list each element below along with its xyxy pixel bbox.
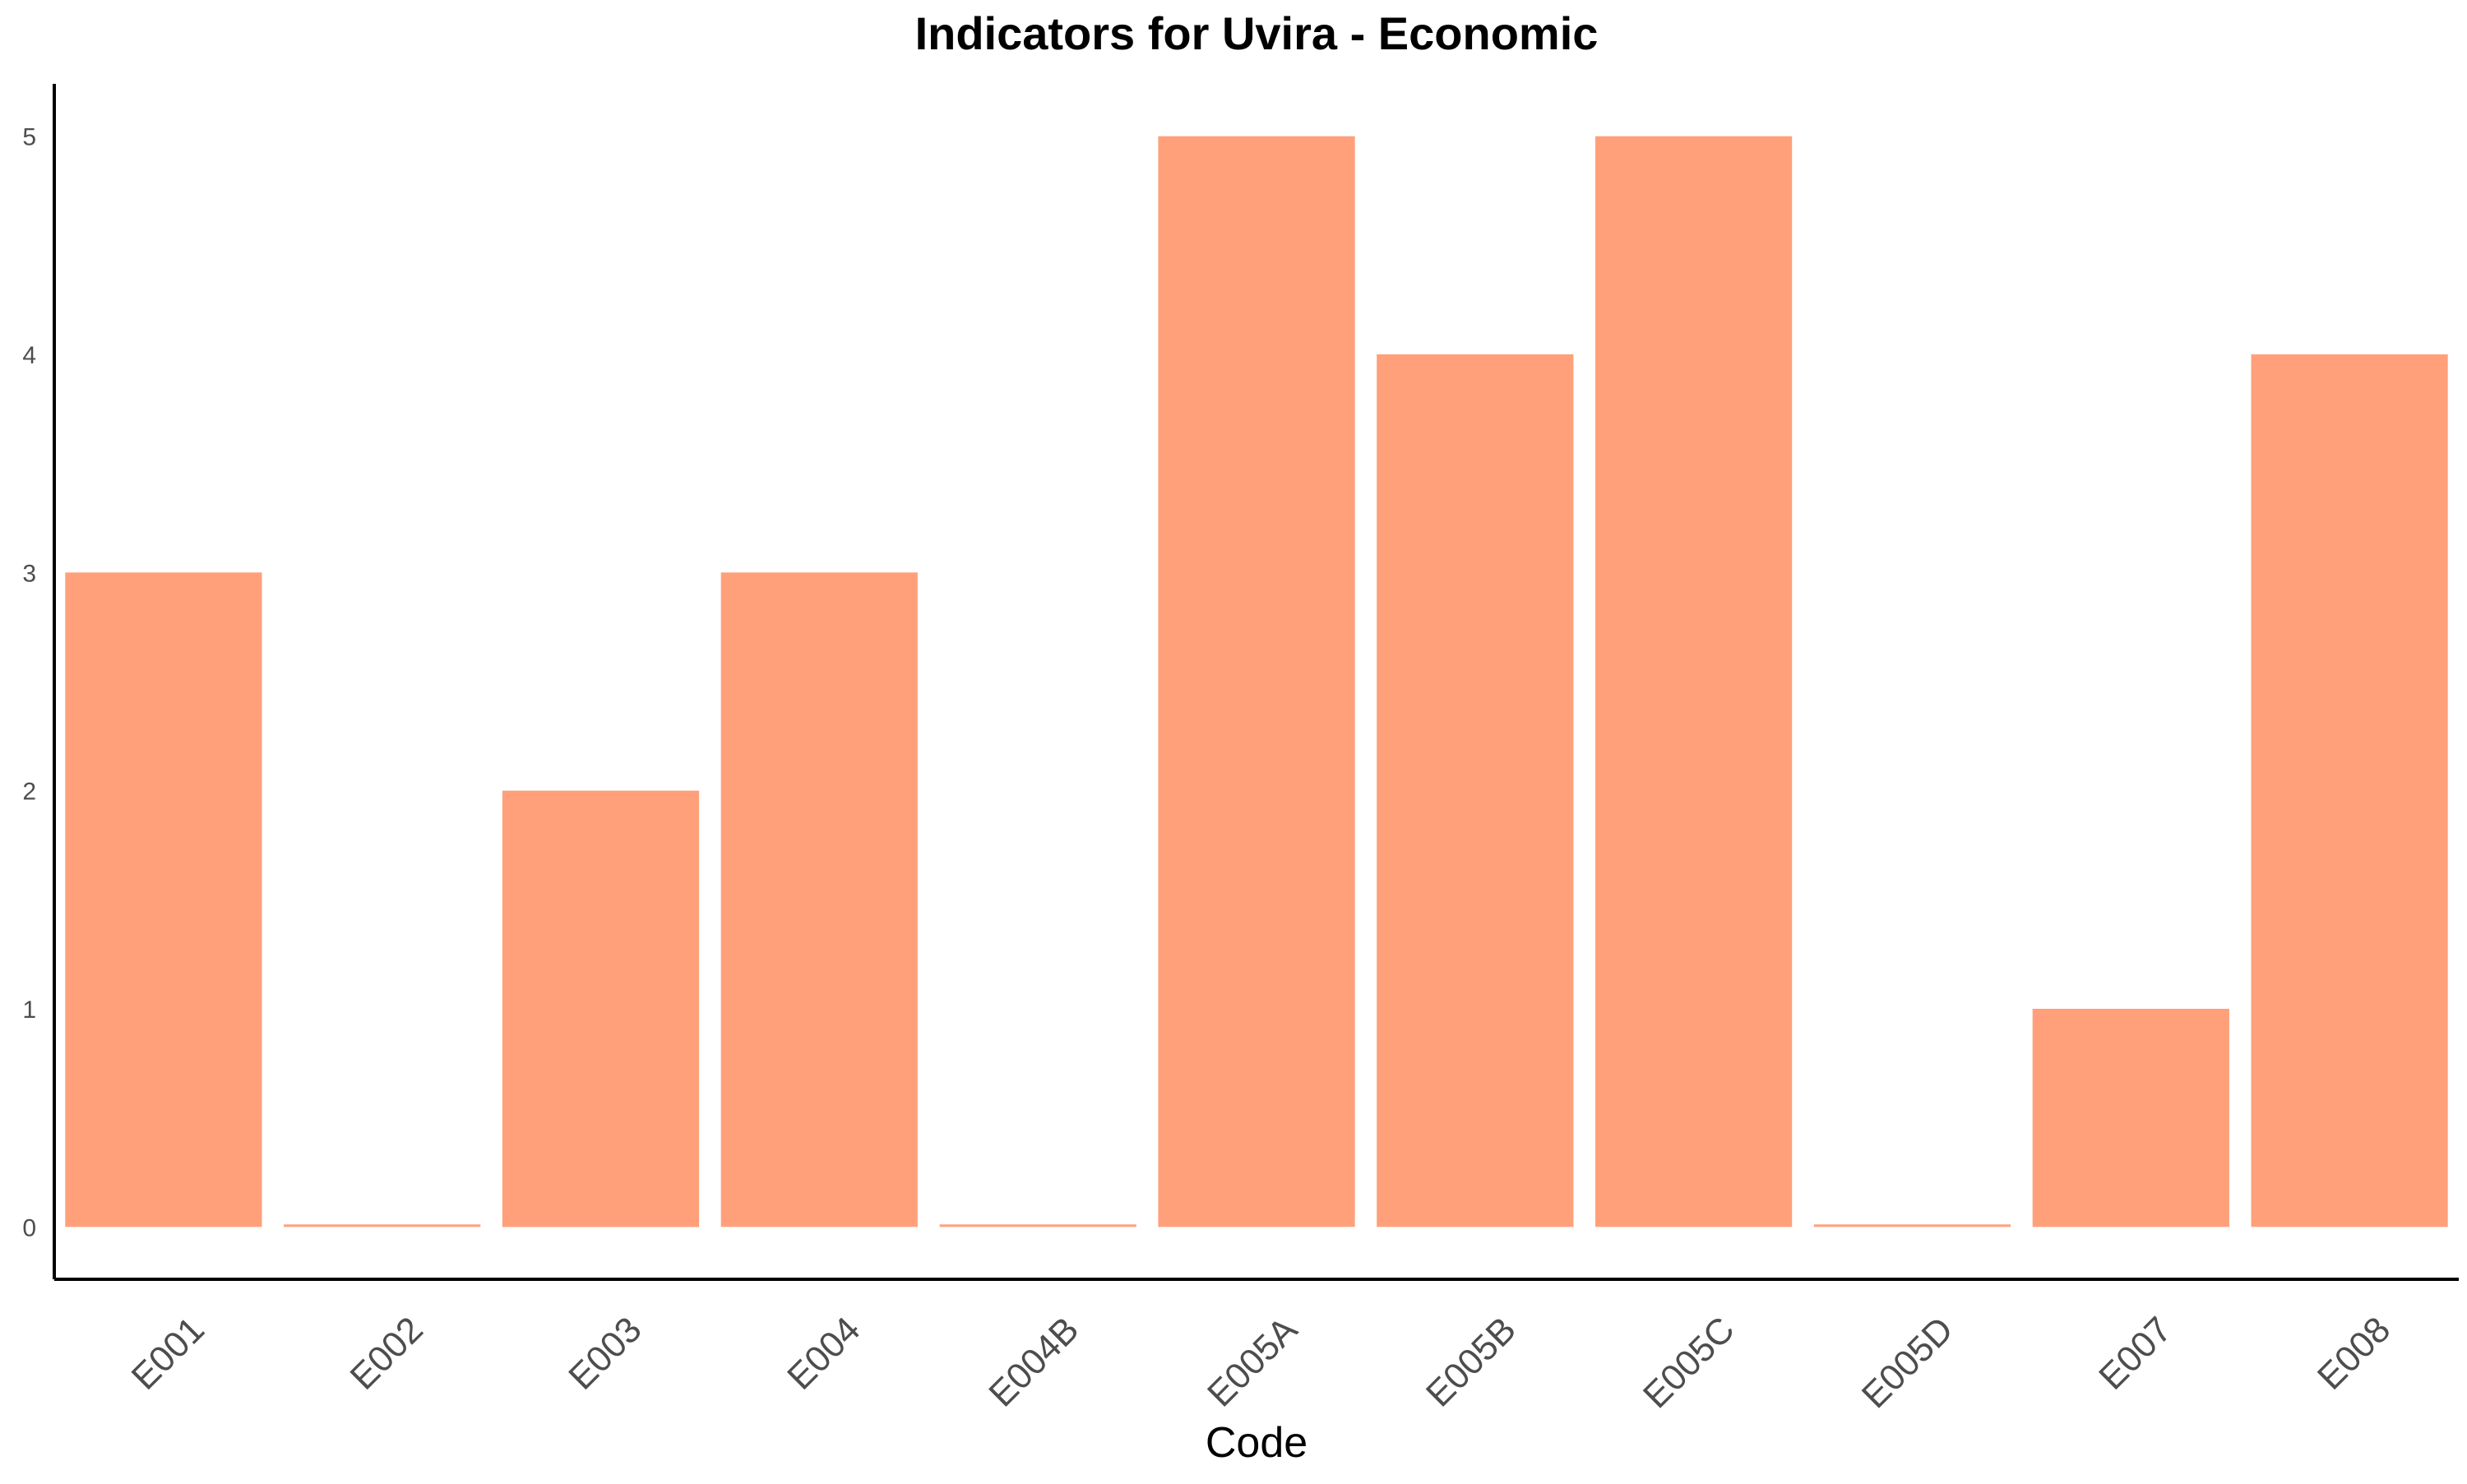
bar-e005c	[1595, 136, 1793, 1227]
y-tick-label: 5	[22, 124, 36, 151]
bar-e002	[284, 1224, 481, 1227]
bar-e005b	[1377, 354, 1574, 1227]
x-ticks-layer: E001 E002 E003 E004 E004B E005A E005B E005C E005…	[124, 1309, 2399, 1416]
bar-e007	[2032, 1009, 2229, 1227]
x-tick-label-e002: E002	[343, 1309, 431, 1397]
bar-e005a	[1158, 136, 1355, 1227]
bar-e005d	[1813, 1224, 2011, 1227]
x-tick-label-e008: E008	[2310, 1309, 2398, 1397]
bar-e004	[720, 572, 918, 1227]
x-tick-label-e001: E001	[124, 1309, 212, 1397]
x-tick-label-e003: E003	[561, 1309, 649, 1397]
bar-e008	[2251, 354, 2448, 1227]
bars-layer	[65, 136, 2448, 1227]
y-tick-label: 0	[22, 1214, 36, 1241]
x-tick-label-e005a: E005A	[1200, 1309, 1306, 1415]
x-tick-label-e007: E007	[2091, 1309, 2179, 1397]
bar-e004b	[939, 1224, 1136, 1227]
bar-e001	[65, 572, 262, 1227]
y-tick-label: 1	[22, 996, 36, 1024]
y-ticks-layer: 0 1 2 3 4 5	[22, 124, 36, 1242]
chart-title: Indicators for Uvira - Economic	[915, 7, 1599, 59]
x-tick-label-e005d: E005D	[1854, 1309, 1961, 1416]
x-tick-label-e004b: E004B	[981, 1309, 1086, 1414]
y-tick-label: 4	[22, 342, 36, 369]
y-tick-label: 3	[22, 560, 36, 587]
y-tick-label: 2	[22, 779, 36, 806]
x-tick-label-e005b: E005B	[1419, 1309, 1524, 1414]
x-axis-title: Code	[1206, 1419, 1308, 1467]
x-tick-label-e005c: E005C	[1636, 1309, 1743, 1416]
bar-e003	[502, 790, 700, 1227]
axes-layer	[53, 84, 2459, 1281]
x-tick-label-e004: E004	[780, 1309, 868, 1397]
